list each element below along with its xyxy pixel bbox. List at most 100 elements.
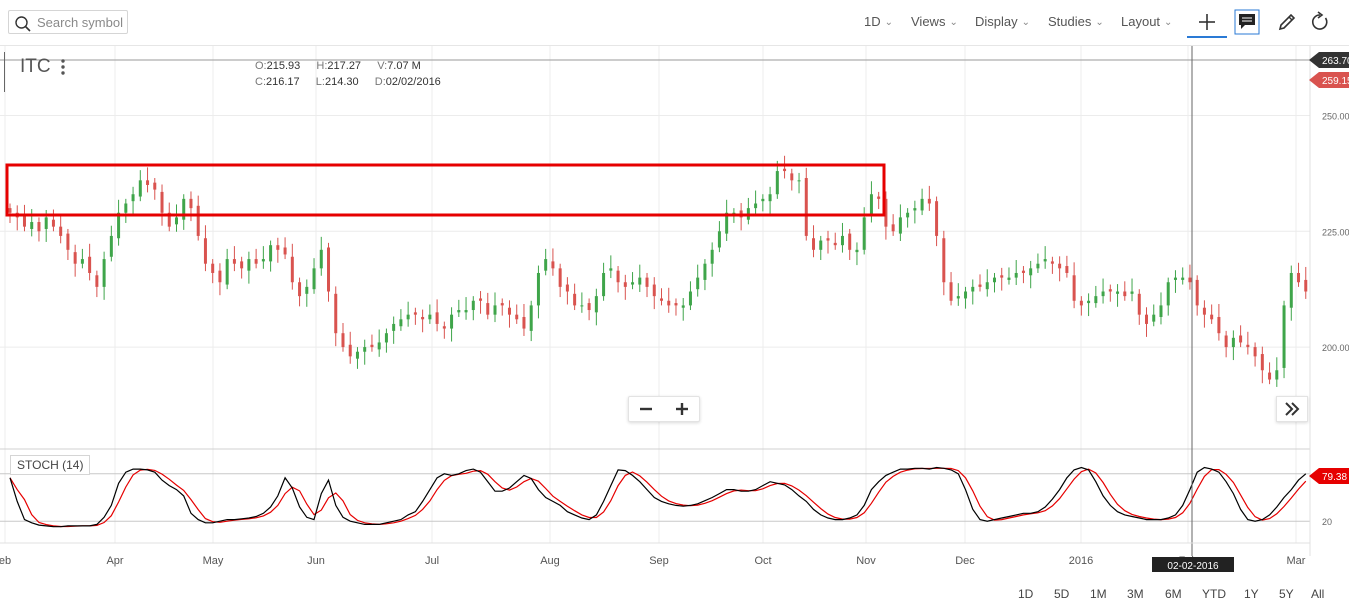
candle [1239, 325, 1243, 348]
comment-icon [1234, 9, 1260, 35]
crosshair-icon [1199, 14, 1215, 30]
y-tick-label: 250.00 [1322, 111, 1349, 121]
date-value: 02/02/2016 [385, 76, 441, 88]
candle [138, 170, 142, 202]
range-button-1d[interactable]: 1D [1018, 587, 1034, 601]
range-button-all[interactable]: All [1311, 587, 1325, 601]
reset-button[interactable] [1307, 9, 1333, 35]
symbol-name: ITC [20, 56, 51, 77]
x-axis-label: 2016 [1069, 555, 1093, 567]
chevron-down-icon: ⌄ [949, 17, 958, 28]
candle [355, 347, 359, 369]
chart-canvas[interactable]: 250.00 225.00 200.00 20 eb Apr May Jun Jul Aug Se… [0, 46, 1349, 572]
candle [413, 307, 417, 325]
candle [819, 235, 823, 261]
stoch-k-line [9, 466, 1307, 528]
candle [688, 281, 692, 311]
candle [1289, 265, 1293, 321]
range-button-1y[interactable]: 1Y [1244, 587, 1259, 601]
range-button-5y[interactable]: 5Y [1279, 587, 1294, 601]
candle [573, 283, 577, 311]
candle [775, 160, 779, 199]
candle [1166, 277, 1170, 316]
x-axis-label: Nov [856, 555, 876, 567]
zoom-out-button[interactable] [629, 397, 663, 421]
candle [942, 230, 946, 296]
candle [768, 186, 772, 215]
open-label: O: [255, 60, 267, 72]
interval-dropdown[interactable]: 1D ⌄ [864, 14, 893, 29]
candle [174, 204, 178, 232]
zoom-in-button[interactable] [665, 397, 699, 421]
candle [1181, 267, 1185, 285]
plus-icon [676, 403, 688, 415]
candle [298, 277, 302, 307]
candle [1282, 300, 1286, 379]
candle [594, 288, 598, 326]
x-axis-label: Dec [955, 555, 975, 567]
display-menu[interactable]: Display ⌄ [975, 14, 1030, 29]
candle [435, 299, 439, 332]
candle [739, 203, 743, 231]
range-button-5d[interactable]: 5D [1054, 587, 1070, 601]
candle [667, 287, 671, 313]
close-value: 216.17 [266, 76, 300, 88]
candle [22, 204, 26, 232]
annotation-button[interactable] [1234, 9, 1260, 35]
candle [638, 264, 642, 292]
views-menu[interactable]: Views ⌄ [911, 14, 958, 29]
stochastic-panel [0, 466, 1310, 528]
ohlc-row-1: O:215.93 H:217.27 V:7.07 M [255, 58, 441, 74]
candle [1195, 275, 1199, 316]
candle [1108, 284, 1112, 302]
draw-button[interactable] [1274, 9, 1300, 35]
candle [1007, 267, 1011, 285]
volume-label: V: [377, 60, 388, 72]
candle [804, 167, 808, 241]
crosshair-button[interactable] [1194, 9, 1220, 35]
candle [146, 167, 150, 193]
range-button-6m[interactable]: 6M [1165, 587, 1182, 601]
stoch-tick-label: 20 [1322, 517, 1332, 527]
stoch-value-tag: 79.38 [1309, 468, 1349, 484]
symbol-options-button[interactable] [58, 57, 68, 82]
candle [1087, 293, 1091, 317]
active-tool-underline [1187, 36, 1227, 38]
layout-menu[interactable]: Layout ⌄ [1121, 14, 1172, 29]
candle [290, 243, 294, 290]
candle [602, 262, 606, 301]
candle [558, 263, 562, 298]
candle [515, 304, 519, 324]
range-button-ytd[interactable]: YTD [1202, 587, 1226, 601]
candlestick-series [8, 155, 1308, 387]
candle [1079, 296, 1083, 316]
candle [153, 178, 157, 200]
candle [1173, 270, 1177, 293]
candle [51, 209, 55, 232]
candle [225, 248, 229, 290]
candle [254, 248, 258, 269]
candle [609, 255, 613, 279]
stoch-study-label[interactable]: STOCH (14) [10, 455, 91, 475]
zoom-controls [628, 396, 700, 422]
candle [1275, 357, 1279, 387]
top-price-text: 263.70 [1322, 56, 1349, 67]
candle [761, 194, 765, 212]
range-button-1m[interactable]: 1M [1090, 587, 1107, 601]
candle [935, 196, 939, 247]
scroll-to-latest-button[interactable] [1276, 396, 1308, 422]
studies-label: Studies [1048, 14, 1092, 29]
candle [551, 248, 555, 276]
range-button-3m[interactable]: 3M [1127, 587, 1144, 601]
volume-value: 7.07 M [387, 60, 421, 72]
search-box[interactable] [8, 10, 128, 34]
search-input[interactable] [37, 13, 125, 31]
studies-menu[interactable]: Studies ⌄ [1048, 14, 1104, 29]
candle [985, 269, 989, 297]
candle [978, 274, 982, 292]
candle [276, 237, 280, 263]
candle [1058, 256, 1062, 282]
candle [1145, 307, 1149, 337]
display-label: Display [975, 14, 1018, 29]
candle [1217, 304, 1221, 341]
